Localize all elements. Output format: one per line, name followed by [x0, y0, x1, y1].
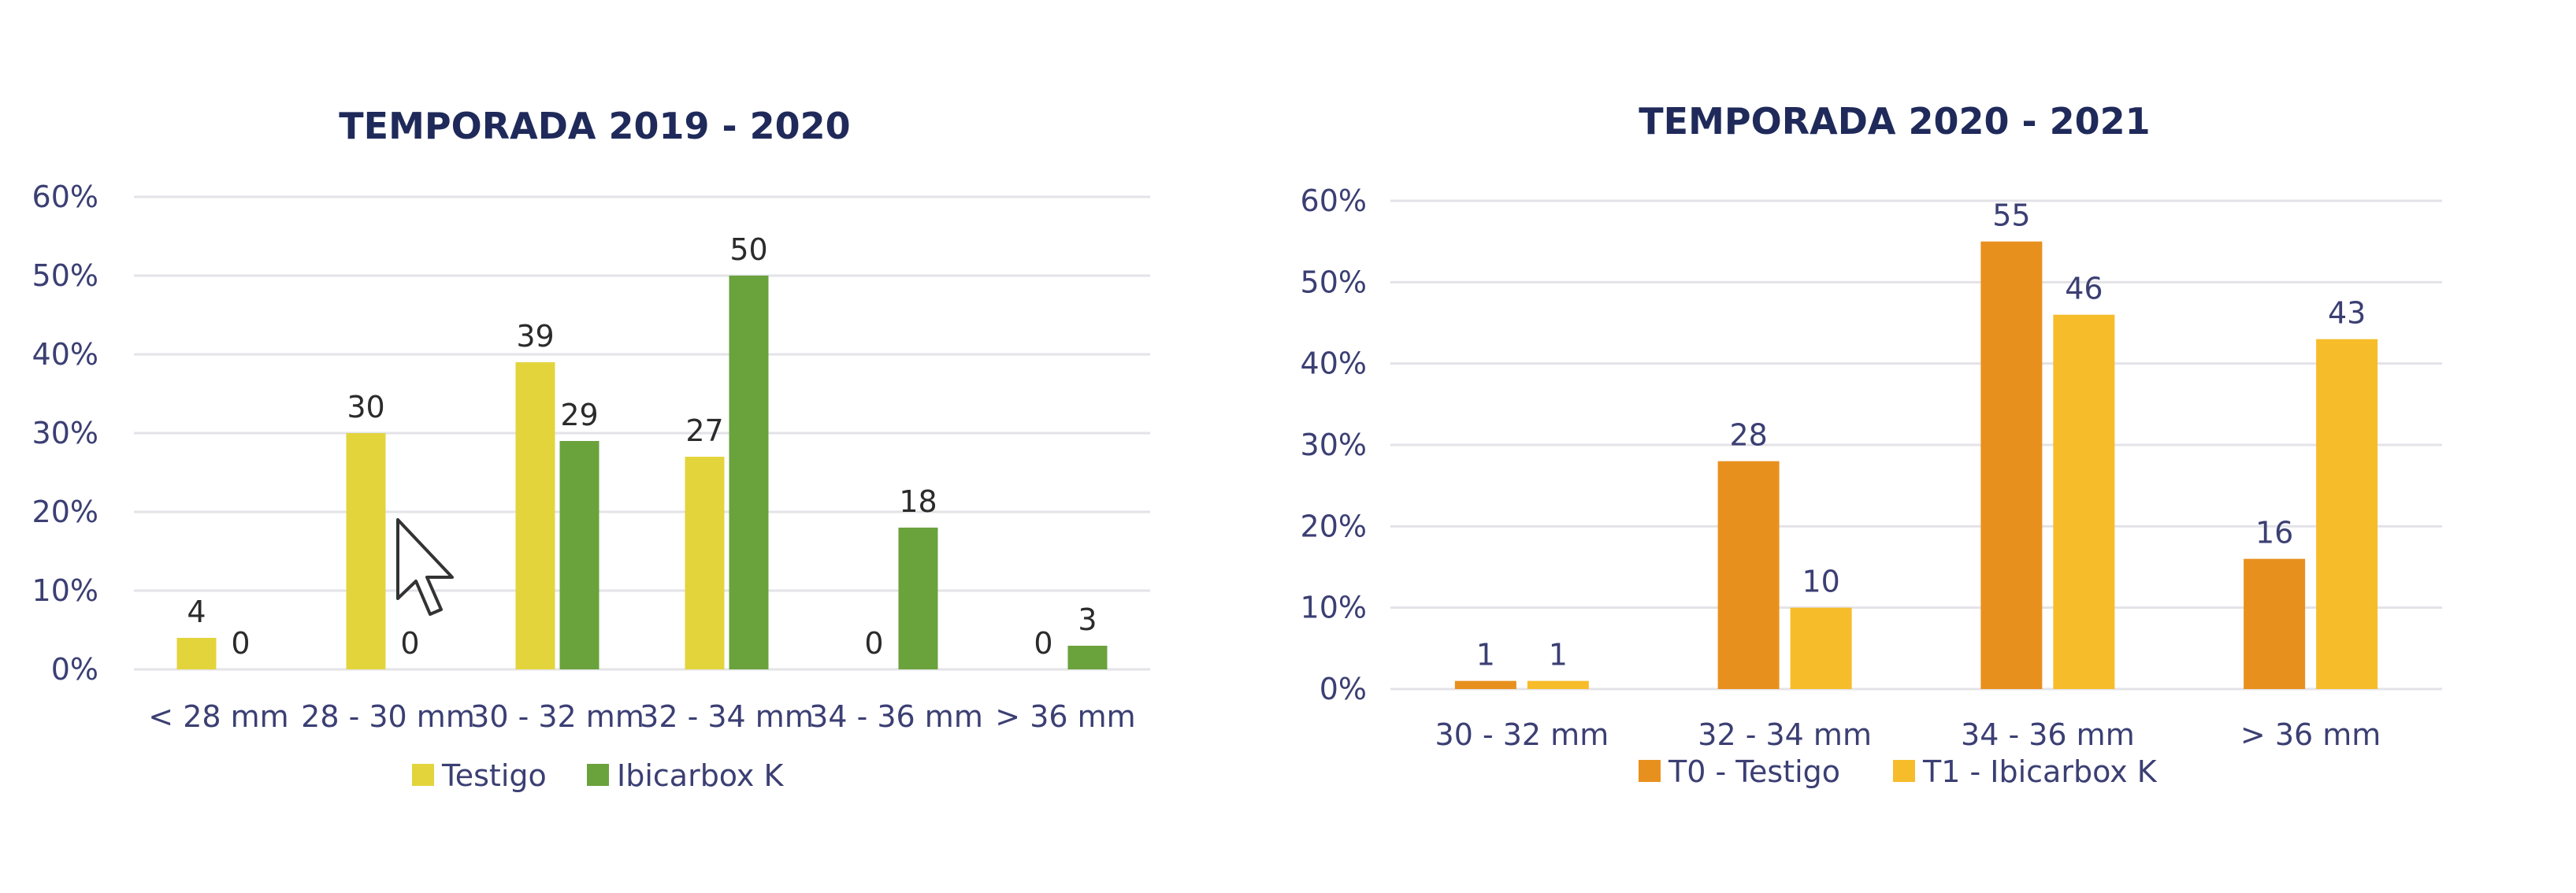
chart-1-title: TEMPORADA 2019 - 2020: [339, 105, 850, 147]
x-tick-label: < 28 mm: [148, 699, 288, 734]
bar: [1717, 461, 1780, 689]
chart-1-legend: Testigo Ibicarbox K: [412, 758, 784, 793]
legend-swatch: [1893, 760, 1915, 782]
y-tick-label: 30%: [1301, 428, 1367, 462]
legend-swatch: [1639, 760, 1661, 782]
x-tick-label: 32 - 34 mm: [1698, 717, 1872, 752]
chart-2020-2021: TEMPORADA 2020 - 2021 0% 10% 20% 30% 40% 50% 6…: [1301, 100, 2442, 789]
chart-1-gridlines: [134, 195, 1150, 671]
data-label: 4: [187, 595, 206, 629]
bar: [559, 441, 599, 669]
data-label: 43: [2328, 296, 2366, 331]
chart-2-legend: T0 - Testigo T1 - Ibicarbox K: [1639, 754, 2158, 789]
bar: [2316, 339, 2378, 689]
bar: [898, 528, 938, 669]
y-tick-label: 40%: [1301, 346, 1367, 381]
y-tick-label: 50%: [32, 258, 98, 293]
data-label: 18: [899, 484, 937, 519]
bar: [1980, 241, 2043, 690]
y-tick-label: 10%: [1301, 591, 1367, 625]
data-label: 16: [2255, 516, 2293, 550]
chart-2-title: TEMPORADA 2020 - 2021: [1639, 100, 2150, 143]
bar: [1067, 646, 1108, 669]
data-label: 30: [347, 390, 384, 424]
data-label: 3: [1078, 602, 1097, 637]
chart-2019-2020: TEMPORADA 2019 - 2020 0% 10% 20% 30% 40% 50% 6…: [32, 105, 1150, 793]
bar: [176, 638, 217, 669]
x-tick-label: 28 - 30 mm: [301, 699, 475, 734]
chart-2-bars: [1454, 241, 2378, 690]
chart-2-x-axis: 30 - 32 mm 32 - 34 mm 34 - 36 mm > 36 mm: [1435, 717, 2381, 752]
data-label: 46: [2065, 272, 2103, 306]
legend-label: Testigo: [441, 758, 547, 793]
data-label: 39: [516, 319, 554, 354]
x-tick-label: > 36 mm: [2240, 717, 2381, 752]
data-label: 0: [1034, 626, 1052, 661]
y-tick-label: 20%: [32, 495, 98, 529]
x-tick-label: 34 - 36 mm: [809, 699, 983, 734]
y-tick-label: 60%: [32, 180, 98, 214]
bar: [1454, 680, 1516, 689]
y-tick-label: 0%: [51, 652, 98, 687]
data-label: 1: [1476, 638, 1495, 673]
data-label: 29: [560, 398, 598, 432]
legend-swatch: [412, 764, 434, 786]
chart-2-gridlines: [1390, 199, 2442, 691]
mouse-cursor-icon: [396, 518, 454, 616]
bar: [515, 362, 555, 669]
legend-label: T1 - Ibicarbox K: [1922, 754, 2158, 789]
bar: [729, 276, 769, 669]
data-label: 55: [1992, 198, 2030, 233]
data-label: 0: [231, 626, 250, 661]
bar: [2244, 558, 2306, 689]
x-tick-label: 30 - 32 mm: [1435, 717, 1609, 752]
data-label: 50: [729, 232, 767, 267]
y-tick-label: 40%: [32, 337, 98, 372]
bar: [2053, 314, 2115, 689]
legend-label: Ibicarbox K: [617, 758, 784, 793]
chart-1-y-axis: 0% 10% 20% 30% 40% 50% 60%: [32, 180, 98, 687]
y-tick-label: 60%: [1301, 183, 1367, 218]
data-label: 10: [1802, 565, 1839, 599]
chart-1-bars: [176, 276, 1108, 669]
bar: [1790, 607, 1852, 689]
y-tick-label: 0%: [1320, 672, 1367, 706]
data-label: 28: [1729, 418, 1767, 453]
data-label: 0: [864, 626, 883, 661]
bar: [346, 433, 386, 669]
legend-swatch: [587, 764, 609, 786]
data-label: 1: [1549, 638, 1568, 673]
data-label: 0: [400, 626, 419, 661]
y-tick-label: 20%: [1301, 509, 1367, 543]
chart-2-y-axis: 0% 10% 20% 30% 40% 50% 60%: [1301, 183, 1367, 706]
y-tick-label: 30%: [32, 416, 98, 450]
y-tick-label: 10%: [32, 573, 98, 608]
legend-label: T0 - Testigo: [1668, 754, 1840, 789]
y-tick-label: 50%: [1301, 265, 1367, 299]
x-tick-label: 32 - 34 mm: [640, 699, 814, 734]
bar: [1527, 680, 1589, 689]
bar: [685, 457, 725, 669]
x-tick-label: 34 - 36 mm: [1961, 717, 2135, 752]
x-tick-label: 30 - 32 mm: [470, 699, 644, 734]
x-tick-label: > 36 mm: [995, 699, 1135, 734]
chart-2-data-labels: 1 1 28 10 55 46 16 43: [1476, 198, 2366, 673]
data-label: 27: [685, 413, 723, 448]
